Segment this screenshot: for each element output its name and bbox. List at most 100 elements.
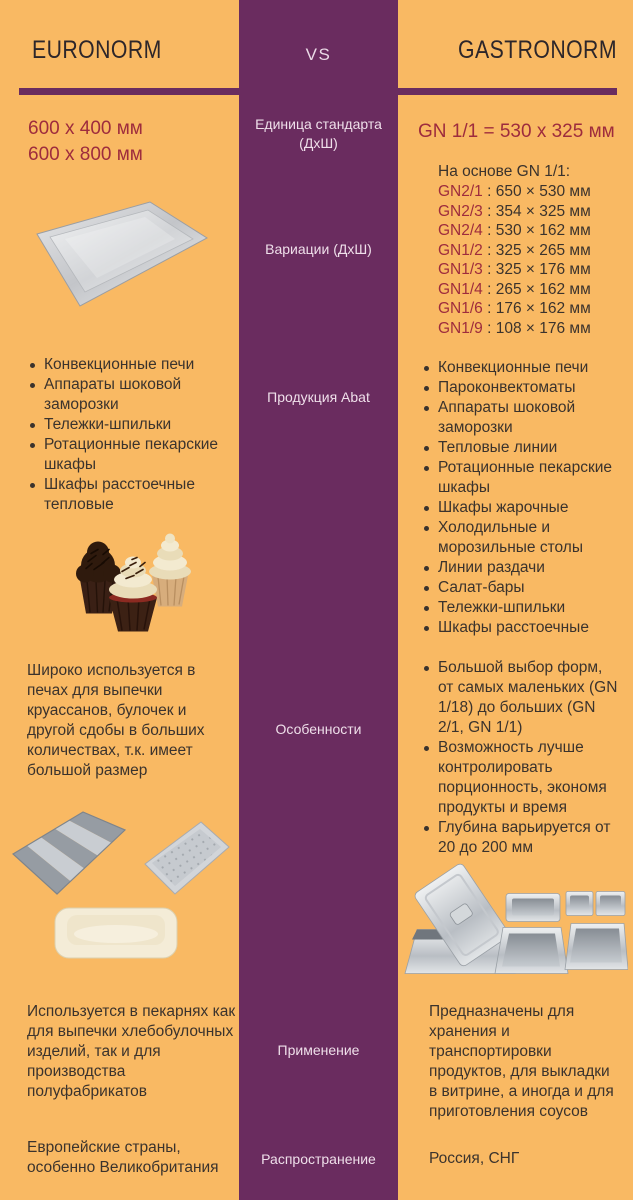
- gn-name: GN1/9: [438, 319, 483, 337]
- gn-variation-row: GN1/6 : 176 × 162 мм: [438, 299, 591, 319]
- gn-variation-row: GN1/3 : 325 × 176 мм: [438, 260, 591, 280]
- small-pan-1: [565, 891, 594, 916]
- left-divider-line: [19, 88, 239, 95]
- bullet-dot: [424, 446, 429, 451]
- bullet-dot: [424, 406, 429, 411]
- gn-separator: :: [482, 280, 496, 298]
- gn-variation-row: GN1/9 : 108 × 176 мм: [438, 319, 591, 339]
- list-item-label: Большой выбор форм, от самых маленьких (…: [438, 659, 618, 736]
- list-item-label: Аппараты шоковой заморозки: [44, 376, 182, 413]
- gastronorm-distribution-text: Россия, СНГ: [429, 1150, 520, 1167]
- euronorm-features-text: Широко используется в печах для выпечки …: [27, 662, 205, 779]
- gn-separator: :: [482, 241, 496, 259]
- bullet-dot: [424, 366, 429, 371]
- criterion-standard: Единица стандарта (ДхШ): [255, 116, 382, 151]
- gn-size: 354 × 325 мм: [495, 202, 591, 220]
- vs-label: VS: [305, 45, 332, 64]
- list-item-label: Линии раздачи: [438, 559, 545, 576]
- euronorm-products-list: Конвекционные печи Аппараты шоковой замо…: [30, 355, 228, 515]
- list-item-label: Ротационные пекарские шкафы: [438, 459, 613, 496]
- list-item: Линии раздачи: [424, 558, 616, 578]
- list-item-label: Шкафы расстоечные тепловые: [44, 476, 195, 513]
- gn-variation-row: GN2/4 : 530 × 162 мм: [438, 221, 591, 241]
- gn-size: 325 × 265 мм: [495, 241, 591, 259]
- gn-variations-intro: На основе GN 1/1:: [438, 163, 571, 180]
- euronorm-application-text: Используется в пекарнях как для выпечки …: [27, 1003, 236, 1100]
- gn-variations-list: GN2/1 : 650 × 530 мм GN2/3 : 354 × 325 м…: [438, 182, 591, 338]
- gn-separator: :: [482, 319, 496, 337]
- middle-top-pan: [505, 893, 561, 922]
- bullet-dot: [424, 466, 429, 471]
- gn-separator: :: [482, 261, 496, 278]
- list-item-label: Шкафы расстоечные: [438, 619, 589, 636]
- bullet-dot: [424, 566, 429, 571]
- list-item-label: Салат-бары: [438, 579, 525, 596]
- bullet-dot: [30, 483, 35, 488]
- list-item: Глубина варьируется от 20 до 200 мм: [424, 818, 622, 858]
- euronorm-size-line-1: 600 x 400 мм: [28, 118, 143, 139]
- list-item: Тележки-шпильки: [30, 415, 228, 435]
- bullet-dot: [30, 363, 35, 368]
- gastronorm-title: GASTRONORM: [458, 36, 617, 64]
- gn-size: 108 × 176 мм: [495, 319, 591, 337]
- gn-name: GN1/4: [438, 280, 483, 298]
- list-item-label: Ротационные пекарские шкафы: [44, 436, 219, 473]
- criterion-variations: Вариации (ДхШ): [265, 241, 372, 257]
- bullet-dot: [424, 666, 429, 671]
- list-item-label: Пароконвектоматы: [438, 379, 576, 396]
- criterion-features: Особенности: [275, 721, 362, 737]
- list-item: Ротационные пекарские шкафы: [424, 458, 616, 498]
- right-divider-line: [398, 88, 617, 95]
- middle-bottom-pan: [494, 927, 569, 974]
- list-item: Салат-бары: [424, 578, 616, 598]
- criterion-distribution: Распространение: [261, 1151, 376, 1167]
- gn-size: 650 × 530 мм: [495, 183, 591, 200]
- bullet-dot: [424, 386, 429, 391]
- cream-tray: [54, 907, 178, 959]
- cupcakes-image: [58, 518, 213, 636]
- gn-separator: :: [482, 300, 496, 317]
- gastronorm-standard-size: GN 1/1 = 530 x 325 мм: [418, 121, 615, 142]
- list-item: Аппараты шоковой заморозки: [424, 398, 616, 438]
- bullet-dot: [424, 586, 429, 591]
- list-item: Шкафы расстоечные тепловые: [30, 475, 228, 515]
- gn-name: GN2/4: [438, 222, 483, 239]
- gastronorm-application-text: Предназначены для хранения и транспортир…: [429, 1003, 614, 1120]
- gn-separator: :: [482, 183, 496, 200]
- bullet-dot: [30, 423, 35, 428]
- center-band: [239, 0, 398, 1200]
- list-item: Тепловые линии: [424, 438, 616, 458]
- list-item: Конвекционные печи: [30, 355, 228, 375]
- bullet-dot: [424, 506, 429, 511]
- list-item-label: Шкафы жарочные: [438, 499, 569, 516]
- list-item-label: Конвекционные печи: [438, 359, 589, 376]
- bullet-dot: [424, 526, 429, 531]
- red-velvet-cupcake: [109, 556, 157, 632]
- euronorm-distribution-text: Европейские страны, особенно Великобрита…: [27, 1139, 219, 1176]
- list-item: Возможность лучше контролировать порцион…: [424, 738, 622, 818]
- bullet-dot: [30, 383, 35, 388]
- perforated-tray: [144, 821, 230, 895]
- gn-size: 325 × 176 мм: [495, 261, 591, 278]
- bullet-dot: [30, 443, 35, 448]
- list-item-label: Тележки-шпильки: [438, 599, 566, 616]
- right-bottom-pan: [564, 923, 628, 970]
- bullet-dot: [424, 746, 429, 751]
- list-item: Холодильные и морозильные столы: [424, 518, 616, 558]
- gn-name: GN1/2: [438, 241, 483, 259]
- list-item-label: Глубина варьируется от 20 до 200 мм: [438, 819, 611, 856]
- vanilla-cupcake: [149, 533, 191, 607]
- list-item-label: Возможность лучше контролировать порцион…: [438, 739, 607, 816]
- gn-variation-row: GN2/3 : 354 × 325 мм: [438, 202, 591, 222]
- criterion-products: Продукция Abat: [267, 389, 370, 405]
- euronorm-title: EURONORM: [32, 36, 162, 64]
- baguette-tray: [11, 811, 127, 895]
- list-item: Большой выбор форм, от самых маленьких (…: [424, 658, 622, 738]
- gn-name: GN2/1: [438, 183, 483, 200]
- list-item: Шкафы расстоечные: [424, 618, 616, 638]
- list-item: Конвекционные печи: [424, 358, 616, 378]
- bakery-trays-image: [5, 802, 235, 962]
- list-item: Аппараты шоковой заморозки: [30, 375, 228, 415]
- list-item-label: Тележки-шпильки: [44, 416, 172, 433]
